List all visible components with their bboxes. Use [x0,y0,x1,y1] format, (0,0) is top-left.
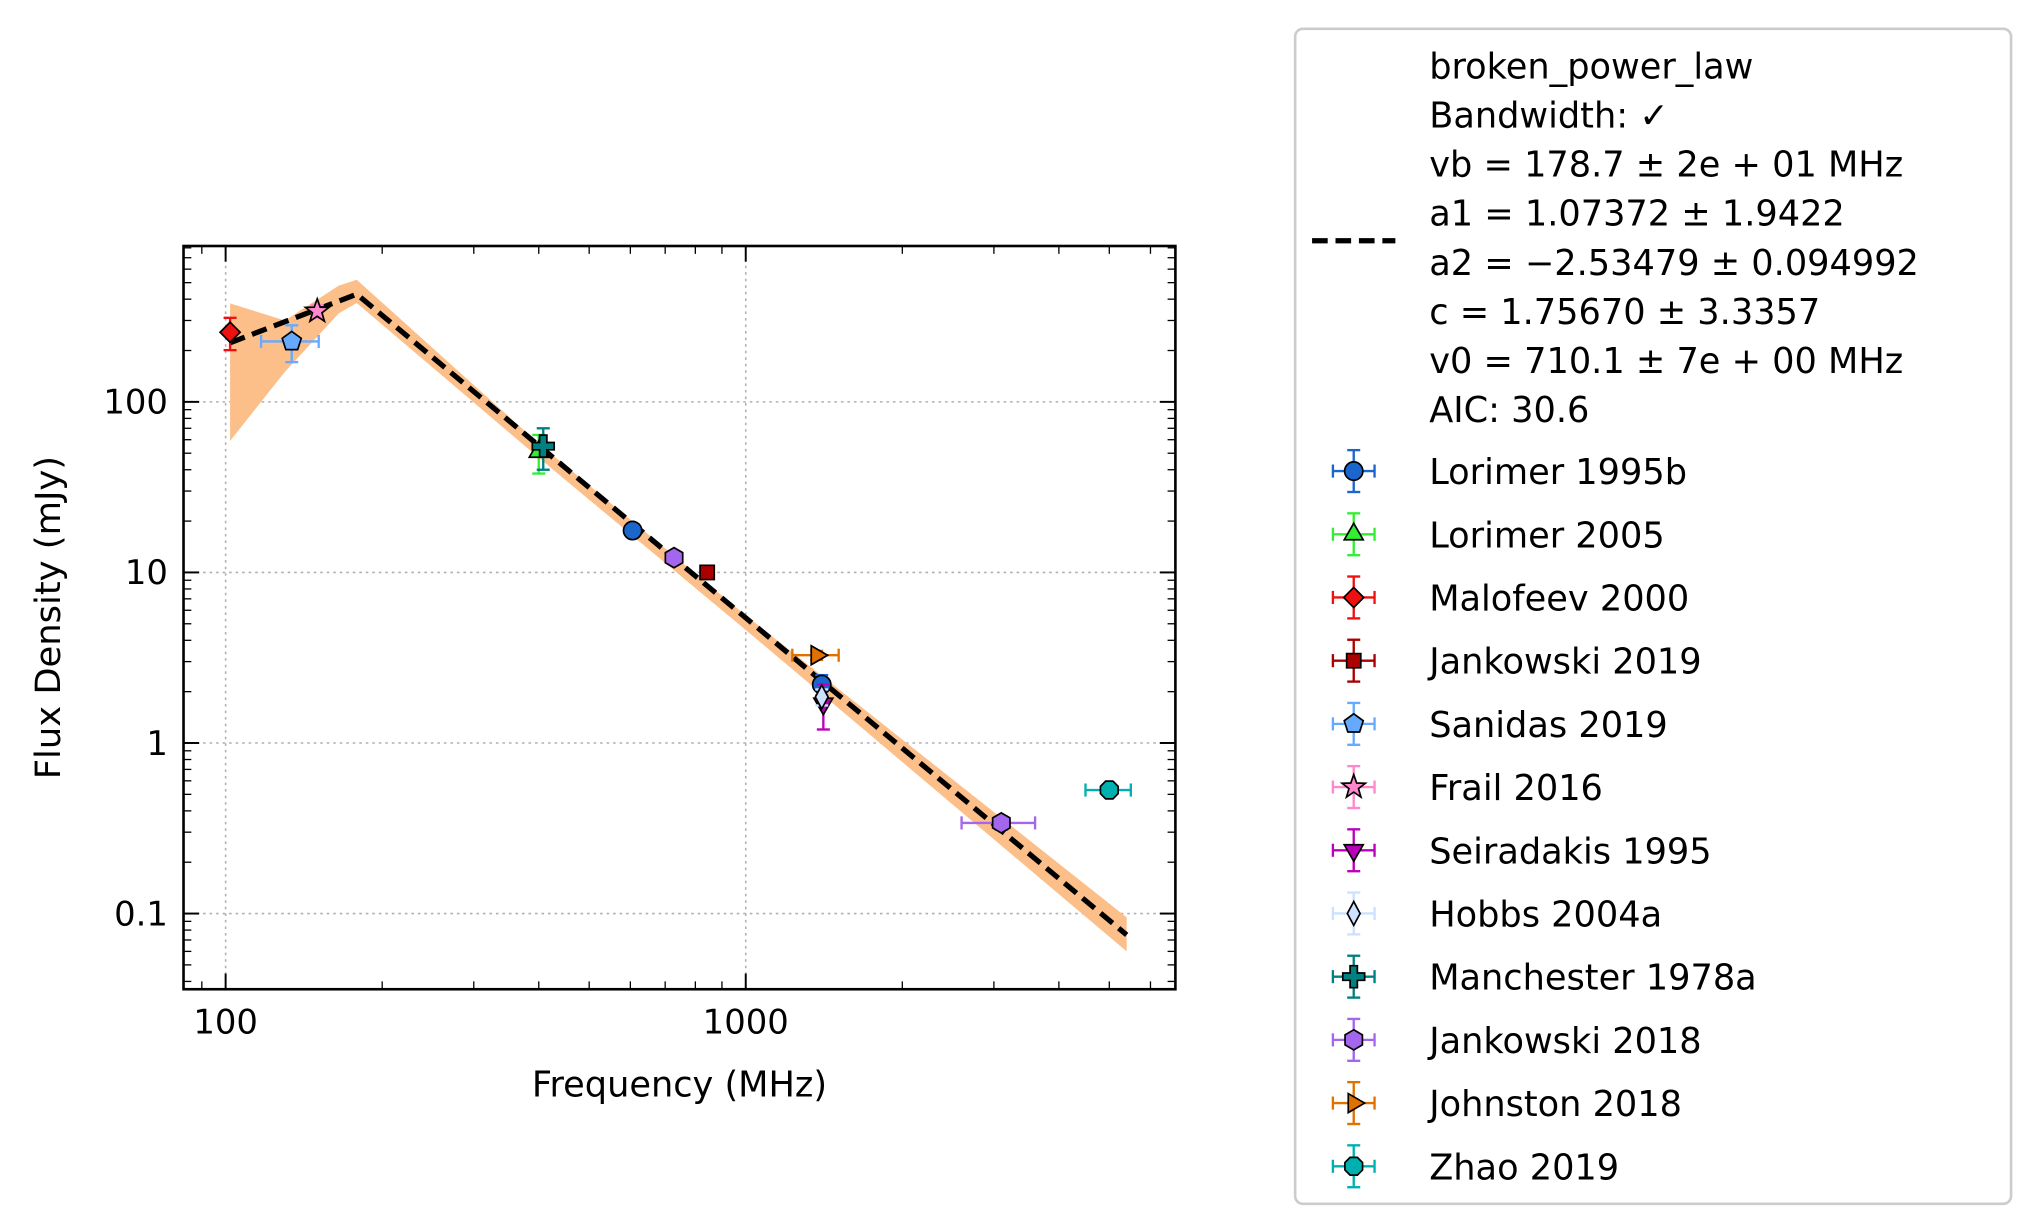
y-tick-label: 10 [125,554,168,593]
legend-text: broken_power_law [1429,46,1753,87]
legend-marker [1344,1028,1364,1051]
legend-box [1293,27,2013,1206]
y-tick-label: 0.1 [114,895,168,934]
plot-area [183,246,1176,990]
legend-marker [1345,652,1362,669]
data-point [622,520,643,541]
legend-label: Zhao 2019 [1429,1147,1619,1188]
y-axis-label: Flux Density (mJy) [28,456,69,779]
legend-label: Lorimer 1995b [1429,452,1687,493]
y-tick-label: 100 [103,384,168,423]
x-axis-label: Frequency (MHz) [532,1064,827,1105]
data-point [664,546,684,569]
data-point [810,644,830,667]
legend-marker [1343,712,1365,733]
axes-frame [182,244,1177,991]
legend-text: AIC: 30.6 [1429,390,1589,431]
legend-marker [1339,772,1368,800]
data-point [281,330,303,351]
fit-line [229,291,1129,937]
legend-marker [1341,964,1366,989]
x-tick-label: 1000 [703,1004,789,1043]
legend-marker [1342,586,1365,609]
legend-label: Malofeev 2000 [1429,578,1689,619]
legend-label: Hobbs 2004a [1429,894,1662,935]
legend-label: Jankowski 2019 [1427,642,1701,683]
legend-marker [1342,843,1365,863]
legend-marker [1344,1156,1364,1177]
data-point [991,811,1011,834]
data-point [531,434,556,458]
legend-label: Manchester 1978a [1429,958,1756,999]
legend-text: Bandwidth: ✓ [1429,95,1668,136]
legend-text: a2 = −2.53479 ± 0.094992 [1429,243,1919,284]
legend-marker [1343,461,1364,482]
legend-marker [1347,1092,1367,1115]
y-tick-label: 1 [146,725,168,764]
legend-text: vb = 178.7 ± 2e + 01 MHz [1429,145,1903,186]
legend-label: Frail 2016 [1429,768,1603,809]
legend-label: Jankowski 2018 [1427,1021,1701,1062]
legend-label: Sanidas 2019 [1429,705,1668,746]
data-point [303,296,332,324]
legend-text: c = 1.75670 ± 3.3357 [1429,292,1820,333]
legend-label: Lorimer 2005 [1429,515,1664,556]
x-tick-label: 100 [193,1004,258,1043]
data-point [1099,780,1119,800]
legend-label: Seiradakis 1995 [1429,831,1711,872]
data-point [218,320,242,344]
legend-marker [1346,899,1362,928]
data-point [699,564,716,581]
legend-text: v0 = 710.1 ± 7e + 00 MHz [1429,341,1903,382]
legend-label: Johnston 2018 [1427,1084,1682,1125]
legend-text: a1 = 1.07372 ± 1.9422 [1429,194,1845,235]
data-point [814,683,830,711]
legend-marker [1342,521,1365,541]
